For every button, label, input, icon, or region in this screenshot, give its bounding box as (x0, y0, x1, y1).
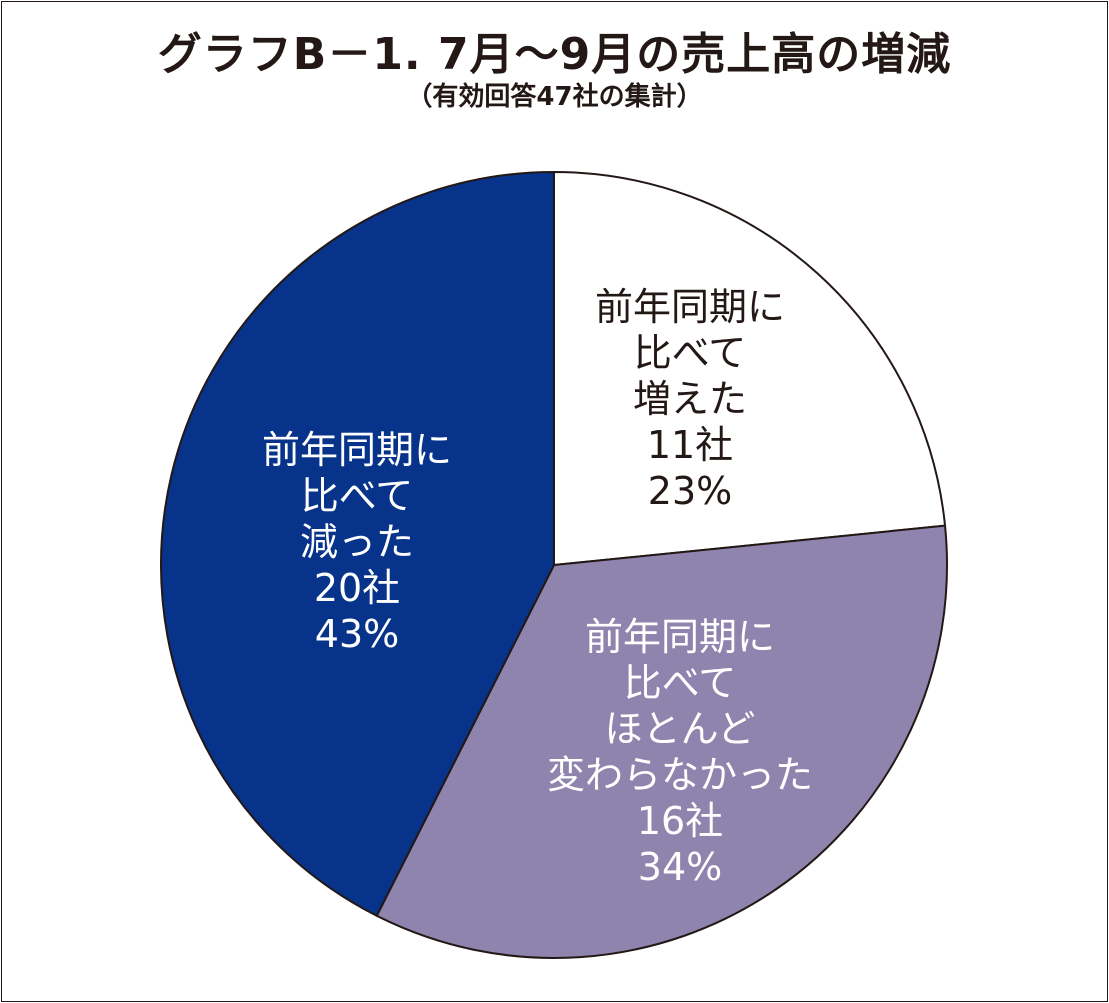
slice-label-line-0-1: 比べて (634, 331, 746, 375)
slice-count-label-1: 16社 (637, 799, 723, 843)
slice-label-line-0-2: 増えた (633, 377, 747, 421)
slice-label-line-1-1: 比べて (624, 661, 736, 705)
slice-label-0: 前年同期に比べて増えた 11社 23% (595, 285, 785, 513)
slice-label-2: 前年同期に比べて減った 20社 43% (262, 428, 452, 656)
slice-count-label-0: 11社 (647, 423, 733, 467)
slice-count-label-2: 20社 (314, 566, 400, 610)
slice-label-line-1-0: 前年同期に (585, 615, 775, 659)
pie-slice-0 (553, 170, 947, 567)
slice-label-1: 前年同期に比べてほとんど変わらなかった 16社 34% (547, 615, 813, 889)
pie-slice-2 (160, 170, 555, 918)
slice-label-line-1-2: ほとんど (605, 707, 756, 751)
slice-label-line-1-3: 変わらなかった (547, 753, 813, 797)
slice-label-line-0-0: 前年同期に (595, 285, 785, 329)
slice-label-line-2-1: 比べて (301, 474, 413, 518)
slice-label-line-2-0: 前年同期に (262, 428, 452, 472)
slice-percent-label-0: 23% (648, 469, 732, 513)
slice-label-line-2-2: 減った (300, 520, 414, 564)
chart-subtitle: （有効回答47社の集計） (406, 82, 703, 112)
chart-title: グラフB－1. 7月～9月の売上高の増減 (157, 29, 952, 80)
slice-percent-label-1: 34% (638, 845, 722, 889)
slice-percent-label-2: 43% (315, 612, 399, 656)
